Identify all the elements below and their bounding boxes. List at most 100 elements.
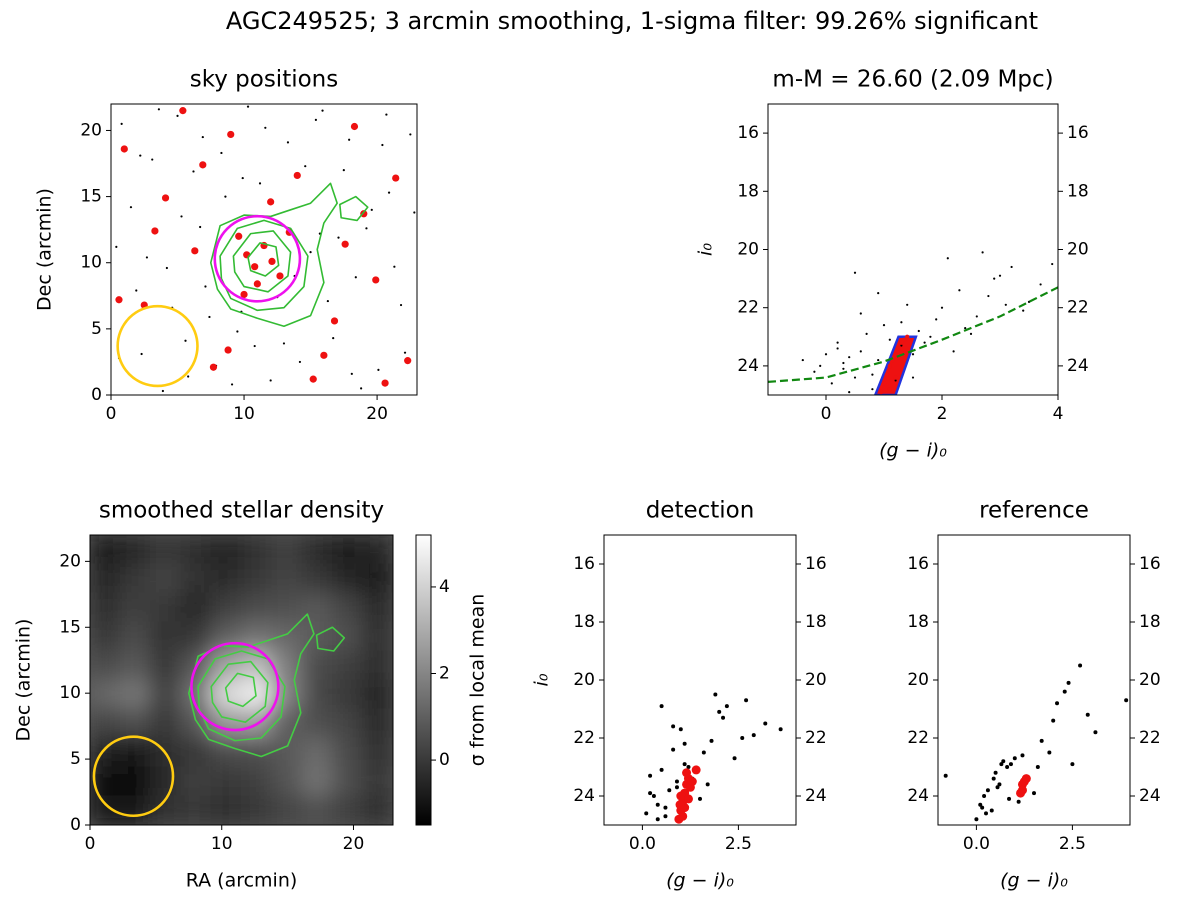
point xyxy=(935,318,938,321)
point xyxy=(655,817,660,822)
point xyxy=(350,122,359,131)
point xyxy=(224,195,227,198)
heatmap-cell xyxy=(331,795,364,825)
point xyxy=(385,113,388,116)
heatmap-cell xyxy=(241,795,273,825)
point xyxy=(253,280,261,288)
heatmap-cell xyxy=(150,708,182,739)
point xyxy=(911,353,915,356)
point xyxy=(813,370,816,373)
point xyxy=(978,802,983,807)
heatmap-cell xyxy=(362,592,393,623)
point xyxy=(900,344,903,347)
point xyxy=(387,191,391,194)
y-tick-label: 10 xyxy=(59,683,81,703)
point xyxy=(683,794,693,804)
point xyxy=(974,817,979,822)
point xyxy=(871,388,874,391)
point xyxy=(220,151,223,155)
point xyxy=(899,340,904,345)
y-tick-label: 15 xyxy=(80,187,102,207)
heatmap-cell xyxy=(90,679,121,710)
x-tick-label: 0.0 xyxy=(963,834,990,854)
y-tick-label-right: 16 xyxy=(1139,554,1161,574)
point xyxy=(676,791,686,801)
point xyxy=(1051,718,1056,723)
plot-area xyxy=(943,663,1129,822)
heatmap-cell xyxy=(90,535,121,565)
y-tick-label: 10 xyxy=(80,253,102,273)
y-tick-label-right: 24 xyxy=(805,786,827,806)
point xyxy=(842,361,845,365)
point xyxy=(659,704,664,709)
point xyxy=(129,206,133,209)
point xyxy=(987,294,990,298)
point xyxy=(691,765,701,775)
point xyxy=(348,138,351,141)
point xyxy=(859,350,862,353)
heatmap-cell xyxy=(119,621,152,652)
y-tick-label-right: 24 xyxy=(1067,356,1089,376)
heatmap-cell xyxy=(331,679,364,710)
point xyxy=(157,108,160,111)
point xyxy=(717,709,722,714)
heatmap-cell xyxy=(210,592,242,623)
point xyxy=(848,390,851,394)
panel-title: detection xyxy=(646,498,755,524)
x-tick-label: 2.5 xyxy=(1059,834,1086,854)
x-axis-label: RA (arcmin) xyxy=(186,870,298,892)
point xyxy=(224,346,232,354)
contour xyxy=(188,613,315,758)
point xyxy=(140,352,143,356)
y-tick-label: 16 xyxy=(737,123,759,143)
heatmap-cell xyxy=(180,737,212,768)
heatmap-cell xyxy=(331,737,364,768)
point xyxy=(236,330,239,333)
heatmap-cell xyxy=(150,679,182,710)
point xyxy=(985,788,990,793)
y-tick-label: 22 xyxy=(737,298,759,318)
heatmap-cell xyxy=(362,621,393,652)
heatmap-cell xyxy=(301,592,333,623)
point xyxy=(191,247,199,255)
heatmap-cell xyxy=(301,679,333,710)
heatmap-cell xyxy=(301,737,333,768)
point xyxy=(377,368,380,371)
point xyxy=(871,373,874,376)
colorbar-label: σ from local mean xyxy=(467,594,489,767)
heatmap-cell xyxy=(90,592,121,623)
heatmap-cell xyxy=(210,795,242,825)
point xyxy=(115,296,123,304)
point xyxy=(341,240,349,248)
point xyxy=(989,808,994,813)
colorbar-tick-label: 4 xyxy=(439,577,450,597)
x-tick-label: 2 xyxy=(937,404,948,424)
heatmap-cell xyxy=(119,708,152,739)
point xyxy=(199,161,207,169)
point xyxy=(995,785,1000,790)
point xyxy=(1078,663,1083,668)
point xyxy=(721,715,726,720)
contour xyxy=(315,626,346,652)
point xyxy=(161,194,170,202)
point xyxy=(865,332,868,335)
point xyxy=(877,358,880,362)
point xyxy=(1055,701,1060,706)
colorbar-tick-label: 2 xyxy=(439,664,450,684)
point xyxy=(176,114,179,118)
point xyxy=(1021,774,1031,784)
point xyxy=(1005,765,1010,769)
isochrone xyxy=(768,286,1058,384)
point xyxy=(115,245,118,248)
point xyxy=(682,768,692,778)
point xyxy=(900,321,903,324)
point xyxy=(264,126,267,129)
y-tick-label: 20 xyxy=(573,670,595,690)
x-tick-label: 20 xyxy=(343,834,365,854)
heatmap-cell xyxy=(331,592,364,623)
figure-title: AGC249525; 3 arcmin smoothing, 1-sigma f… xyxy=(226,7,1038,35)
point xyxy=(342,169,345,172)
point xyxy=(740,736,745,740)
point xyxy=(648,773,653,778)
